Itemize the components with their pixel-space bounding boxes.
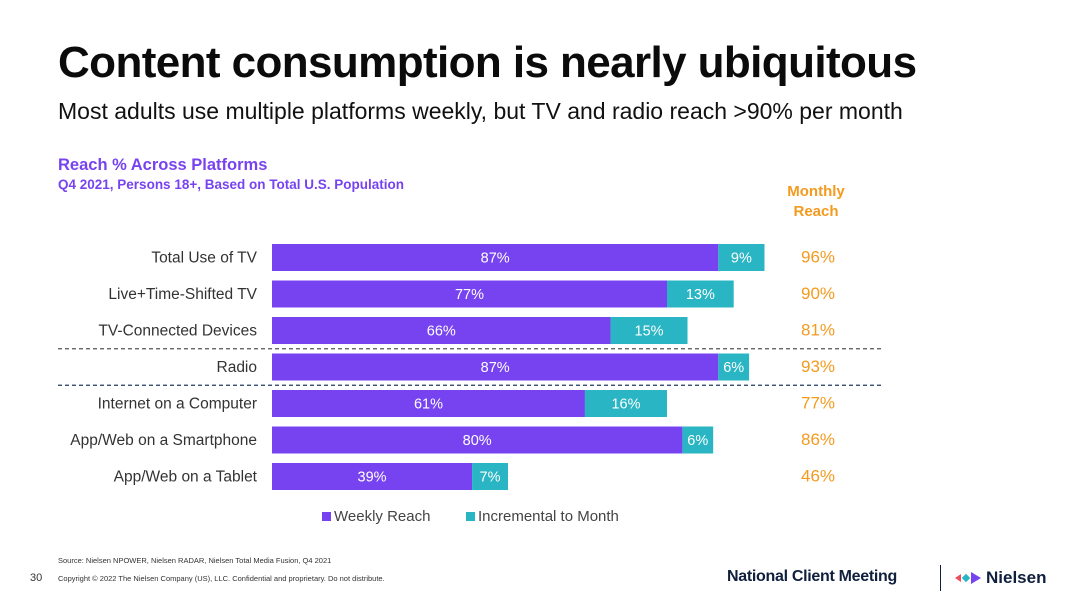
weekly-reach-value: 61%	[414, 397, 443, 413]
incremental-bar	[718, 353, 750, 381]
legend-label-incremental: Incremental to Month	[478, 508, 619, 525]
incremental-value: 7%	[480, 470, 501, 486]
weekly-reach-value: 80%	[463, 433, 492, 449]
incremental-bar	[584, 390, 668, 417]
event-name: National Client Meeting	[727, 568, 897, 585]
incremental-value: 15%	[635, 324, 664, 340]
weekly-reach-bar	[272, 463, 473, 490]
incremental-bar	[610, 317, 688, 344]
incremental-value: 6%	[723, 360, 744, 376]
category-label: TV-Connected Devices	[98, 323, 257, 340]
weekly-reach-bar	[272, 426, 683, 454]
monthly-reach-value: 46%	[801, 467, 835, 486]
weekly-reach-bar	[272, 317, 611, 344]
monthly-reach-value: 96%	[801, 248, 835, 267]
incremental-value: 13%	[686, 287, 715, 303]
monthly-reach-value: 86%	[801, 430, 835, 449]
weekly-reach-value: 87%	[481, 251, 510, 267]
slide-subtitle: Most adults use multiple platforms weekl…	[58, 98, 903, 124]
weekly-reach-value: 77%	[455, 287, 484, 303]
copyright-note: Copyright © 2022 The Nielsen Company (US…	[58, 574, 385, 583]
category-label: Radio	[217, 359, 258, 376]
weekly-reach-value: 66%	[427, 324, 456, 340]
incremental-bar	[718, 244, 765, 271]
chart-subtitle: Q4 2021, Persons 18+, Based on Total U.S…	[58, 177, 404, 192]
legend-swatch-incremental	[466, 512, 475, 521]
monthly-reach-value: 81%	[801, 321, 835, 340]
incremental-bar	[682, 426, 714, 454]
monthly-reach-value: 77%	[801, 394, 835, 413]
slide-title: Content consumption is nearly ubiquitous	[58, 38, 917, 87]
category-label: Internet on a Computer	[98, 396, 257, 413]
weekly-reach-bar	[272, 280, 668, 308]
category-label: Total Use of TV	[151, 250, 257, 267]
legend-swatch-weekly	[322, 512, 331, 521]
source-note: Source: Nielsen NPOWER, Nielsen RADAR, N…	[58, 556, 332, 565]
legend-label-weekly: Weekly Reach	[334, 508, 430, 525]
monthly-reach-header: Monthly Reach	[787, 183, 845, 220]
monthly-reach-value: 90%	[801, 284, 835, 303]
category-label: App/Web on a Tablet	[114, 469, 258, 486]
incremental-bar	[667, 280, 734, 308]
weekly-reach-value: 87%	[481, 360, 510, 376]
incremental-bar	[472, 463, 508, 490]
incremental-value: 16%	[611, 397, 640, 413]
chart-title: Reach % Across Platforms	[58, 156, 268, 174]
nielsen-logo-icon	[955, 572, 981, 584]
incremental-value: 6%	[687, 433, 708, 449]
nielsen-logo: Nielsen	[955, 565, 1046, 591]
weekly-reach-bar	[272, 244, 719, 271]
category-label: Live+Time-Shifted TV	[108, 286, 257, 303]
category-label: App/Web on a Smartphone	[70, 432, 257, 449]
monthly-reach-value: 93%	[801, 357, 835, 376]
nielsen-logo-text: Nielsen	[986, 568, 1047, 587]
weekly-reach-bar	[272, 353, 719, 381]
footer-divider	[940, 565, 941, 591]
weekly-reach-bar	[272, 390, 585, 417]
incremental-value: 9%	[731, 251, 752, 267]
page-number: 30	[30, 572, 43, 584]
weekly-reach-value: 39%	[358, 470, 387, 486]
